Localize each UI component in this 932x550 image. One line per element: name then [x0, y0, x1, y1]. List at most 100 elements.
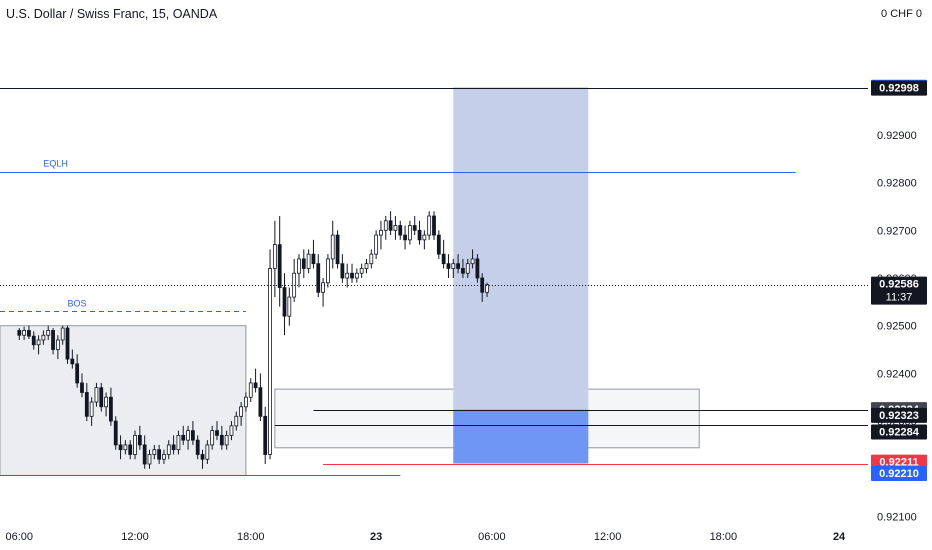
candle-body-80[interactable]	[403, 234, 407, 241]
candle-body-14[interactable]	[84, 392, 89, 417]
candle-body-73[interactable]	[369, 253, 374, 265]
candle-body-46[interactable]	[239, 406, 244, 417]
candle-body-43[interactable]	[224, 434, 229, 446]
candle-body-69[interactable]	[350, 272, 354, 279]
candle-body-8[interactable]	[55, 339, 60, 350]
candle-body-53[interactable]	[272, 244, 277, 269]
candle-body-4[interactable]	[36, 339, 41, 346]
candle-body-41[interactable]	[215, 430, 219, 436]
candle-body-50[interactable]	[258, 387, 263, 417]
candle-body-33[interactable]	[176, 434, 181, 451]
candle-body-64[interactable]	[326, 258, 330, 284]
candle-body-44[interactable]	[229, 425, 234, 436]
candle-body-26[interactable]	[142, 444, 147, 465]
candle-body-75[interactable]	[379, 229, 383, 236]
price-badge-2[interactable]	[871, 276, 927, 305]
candle-body-51[interactable]	[263, 415, 268, 455]
candle-body-3[interactable]	[31, 335, 36, 346]
candle-body-49[interactable]	[253, 382, 258, 389]
candle-body-94[interactable]	[470, 258, 475, 265]
price-badge-6[interactable]	[871, 454, 927, 470]
candle-body-20[interactable]	[113, 420, 118, 446]
candle-body-7[interactable]	[51, 330, 55, 350]
candle-body-92[interactable]	[461, 268, 465, 274]
candle-body-37[interactable]	[195, 439, 200, 455]
candle-body-45[interactable]	[234, 415, 239, 427]
zone-3[interactable]	[453, 409, 589, 464]
candle-body-11[interactable]	[70, 358, 75, 365]
candle-body-91[interactable]	[456, 263, 461, 269]
currency-label[interactable]: 0 CHF 0	[881, 8, 922, 20]
candle-body-21[interactable]	[118, 444, 123, 451]
zone-0[interactable]	[0, 325, 247, 476]
candle-body-39[interactable]	[205, 444, 210, 460]
candle-body-89[interactable]	[446, 263, 451, 269]
candle-body-38[interactable]	[200, 454, 205, 460]
candle-body-88[interactable]	[441, 253, 446, 265]
candle-body-29[interactable]	[157, 449, 162, 460]
candle-body-52[interactable]	[268, 268, 272, 455]
candle-body-82[interactable]	[412, 225, 417, 231]
price-badge-1[interactable]	[871, 80, 927, 96]
candle-body-84[interactable]	[422, 234, 427, 241]
candle-body-54[interactable]	[277, 244, 282, 288]
candle-body-71[interactable]	[359, 268, 364, 274]
candle-body-1[interactable]	[22, 330, 27, 336]
candle-body-55[interactable]	[282, 287, 287, 317]
candle-body-34[interactable]	[181, 434, 186, 441]
candle-body-77[interactable]	[388, 220, 393, 231]
candle-body-85[interactable]	[427, 215, 432, 236]
price-badge-4[interactable]	[871, 407, 927, 423]
candle-body-60[interactable]	[306, 253, 311, 269]
candle-body-32[interactable]	[171, 444, 176, 451]
candle-body-76[interactable]	[383, 220, 388, 231]
candle-body-68[interactable]	[345, 272, 350, 279]
candle-body-6[interactable]	[46, 330, 51, 336]
candle-body-59[interactable]	[301, 258, 306, 269]
candle-body-97[interactable]	[485, 284, 489, 293]
candle-body-5[interactable]	[41, 334, 46, 341]
candle-body-66[interactable]	[335, 234, 340, 265]
candle-body-56[interactable]	[287, 296, 292, 317]
candle-body-83[interactable]	[417, 229, 422, 241]
candle-body-58[interactable]	[297, 258, 301, 274]
candle-body-10[interactable]	[65, 327, 70, 360]
candle-body-9[interactable]	[60, 327, 65, 341]
candle-body-35[interactable]	[186, 430, 190, 441]
candle-body-61[interactable]	[311, 253, 316, 265]
candle-body-42[interactable]	[219, 434, 224, 446]
candle-body-30[interactable]	[162, 454, 166, 460]
candle-body-28[interactable]	[152, 449, 157, 455]
candle-body-63[interactable]	[321, 282, 325, 293]
symbol-title[interactable]: U.S. Dollar / Swiss Franc, 15, OANDA	[6, 7, 218, 21]
candle-body-72[interactable]	[364, 263, 369, 269]
candle-body-17[interactable]	[99, 387, 104, 408]
candle-body-27[interactable]	[147, 454, 152, 465]
candle-body-22[interactable]	[123, 444, 128, 451]
candle-body-74[interactable]	[374, 234, 379, 255]
candle-body-48[interactable]	[248, 382, 253, 398]
price-badge-7[interactable]	[871, 466, 927, 482]
candle-body-15[interactable]	[89, 401, 94, 417]
candle-body-16[interactable]	[94, 387, 99, 403]
candle-body-67[interactable]	[340, 263, 345, 279]
candle-body-18[interactable]	[104, 396, 108, 408]
price-badge-5[interactable]	[871, 424, 927, 440]
candle-body-62[interactable]	[316, 263, 321, 293]
candle-body-19[interactable]	[109, 396, 113, 422]
candle-body-78[interactable]	[393, 225, 398, 231]
candle-body-36[interactable]	[190, 430, 195, 441]
candle-body-90[interactable]	[451, 263, 456, 269]
candle-body-12[interactable]	[75, 363, 80, 384]
candle-body-87[interactable]	[436, 234, 441, 255]
candle-body-65[interactable]	[330, 234, 335, 260]
candle-body-70[interactable]	[354, 272, 359, 279]
candle-body-86[interactable]	[432, 215, 436, 236]
candle-body-31[interactable]	[166, 444, 171, 455]
candle-body-24[interactable]	[133, 434, 137, 455]
candle-body-79[interactable]	[398, 225, 403, 236]
candle-body-0[interactable]	[17, 330, 22, 336]
candle-body-2[interactable]	[27, 330, 31, 337]
candle-body-47[interactable]	[244, 396, 248, 408]
